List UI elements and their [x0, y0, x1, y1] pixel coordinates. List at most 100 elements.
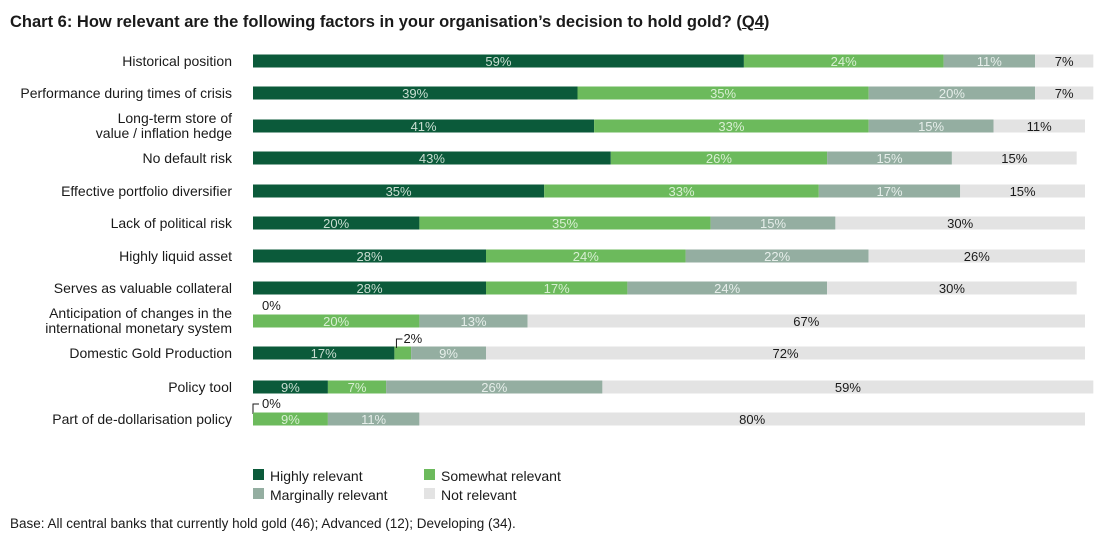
value-label-domestic-gold-production-not-relevant: 72%: [772, 346, 798, 361]
bar-effective-portfolio-diversifier-somewhat-relevant: [544, 184, 819, 198]
legend-swatch-not-relevant: [424, 488, 435, 499]
value-label-highly-liquid-asset-highly-relevant: 28%: [356, 249, 382, 264]
bar-part-of-de-dollarisation-policy-marginally-relevant: [327, 412, 420, 426]
bar-highly-liquid-asset-somewhat-relevant: [486, 249, 686, 263]
bar-serves-as-valuable-collateral-marginally-relevant: [627, 281, 828, 295]
bar-long-term-store-of-value-inflation-hedge-highly-relevant: [253, 119, 595, 133]
bar-domestic-gold-production-somewhat-relevant: [394, 346, 411, 360]
category-label-historical-position: Historical position: [122, 53, 232, 69]
value-label-policy-tool-somewhat-relevant: 7%: [348, 380, 367, 395]
value-label-domestic-gold-production-highly-relevant: 17%: [311, 346, 337, 361]
value-label-serves-as-valuable-collateral-not-relevant: 30%: [939, 281, 965, 296]
bar-historical-position-not-relevant: [1035, 54, 1094, 68]
bar-part-of-de-dollarisation-policy-not-relevant: [419, 412, 1085, 426]
legend-label-not-relevant: Not relevant: [441, 487, 517, 503]
bar-domestic-gold-production-not-relevant: [486, 346, 1085, 360]
value-label-part-of-de-dollarisation-policy-highly-relevant: 0%: [262, 396, 281, 411]
value-label-anticipation-of-changes-in-the-international-monetary-system-somewhat-relevant: 20%: [323, 314, 349, 329]
bar-policy-tool-highly-relevant: [253, 380, 328, 394]
value-label-long-term-store-of-value-inflation-hedge-marginally-relevant: 15%: [918, 119, 944, 134]
bar-lack-of-political-risk-somewhat-relevant: [419, 216, 711, 230]
callout-line-part-of-de-dollarisation-policy: [252, 403, 259, 414]
chart-footnote: Base: All central banks that currently h…: [10, 516, 516, 531]
bar-anticipation-of-changes-in-the-international-monetary-system-not-relevant: [527, 314, 1085, 328]
value-label-anticipation-of-changes-in-the-international-monetary-system-highly-relevant: 0%: [262, 298, 281, 313]
category-label-domestic-gold-production: Domestic Gold Production: [69, 345, 232, 361]
value-label-performance-during-times-of-crisis-somewhat-relevant: 35%: [710, 86, 736, 101]
value-label-serves-as-valuable-collateral-highly-relevant: 28%: [356, 281, 382, 296]
legend-swatch-marginally-relevant: [253, 488, 264, 499]
category-label-long-term-store-of-value-inflation-hedge: Long-term store of value / inflation hedg…: [96, 110, 232, 141]
value-label-performance-during-times-of-crisis-highly-relevant: 39%: [402, 86, 428, 101]
bar-no-default-risk-somewhat-relevant: [610, 151, 828, 165]
chart-title-question-ref: Q4: [741, 13, 764, 31]
bar-lack-of-political-risk-not-relevant: [835, 216, 1085, 230]
value-label-historical-position-marginally-relevant: 11%: [977, 54, 1002, 69]
stacked-bar-chart: Historical position 59% 24% 11% 7% Performanc…: [20, 53, 1094, 427]
bar-part-of-de-dollarisation-policy-somewhat-relevant: [253, 412, 328, 426]
bar-performance-during-times-of-crisis-not-relevant: [1035, 86, 1094, 100]
value-label-long-term-store-of-value-inflation-hedge-highly-relevant: 41%: [411, 119, 437, 134]
value-label-effective-portfolio-diversifier-not-relevant: 15%: [1010, 184, 1036, 199]
value-label-part-of-de-dollarisation-policy-not-relevant: 80%: [739, 412, 765, 427]
value-label-anticipation-of-changes-in-the-international-monetary-system-not-relevant: 67%: [793, 314, 819, 329]
value-label-serves-as-valuable-collateral-somewhat-relevant: 17%: [544, 281, 570, 296]
bar-serves-as-valuable-collateral-somewhat-relevant: [486, 281, 628, 295]
category-label-policy-tool: Policy tool: [168, 379, 232, 395]
bar-historical-position-highly-relevant: [253, 54, 744, 68]
bar-long-term-store-of-value-inflation-hedge-somewhat-relevant: [594, 119, 869, 133]
value-label-historical-position-highly-relevant: 59%: [485, 54, 511, 69]
value-label-lack-of-political-risk-not-relevant: 30%: [947, 216, 973, 231]
bar-policy-tool-not-relevant: [602, 380, 1094, 394]
value-label-effective-portfolio-diversifier-highly-relevant: 35%: [386, 184, 412, 199]
bar-no-default-risk-marginally-relevant: [827, 151, 952, 165]
value-label-domestic-gold-production-somewhat-relevant: 2%: [403, 331, 422, 346]
legend-swatch-highly-relevant: [253, 469, 264, 480]
value-label-highly-liquid-asset-somewhat-relevant: 24%: [573, 249, 599, 264]
bar-performance-during-times-of-crisis-highly-relevant: [253, 86, 578, 100]
bar-effective-portfolio-diversifier-highly-relevant: [253, 184, 545, 198]
bar-lack-of-political-risk-marginally-relevant: [710, 216, 836, 230]
value-label-domestic-gold-production-marginally-relevant: 9%: [439, 346, 458, 361]
value-label-no-default-risk-highly-relevant: 43%: [419, 151, 445, 166]
value-label-no-default-risk-not-relevant: 15%: [1001, 151, 1027, 166]
value-label-highly-liquid-asset-not-relevant: 26%: [964, 249, 990, 264]
bar-serves-as-valuable-collateral-highly-relevant: [253, 281, 486, 295]
bar-historical-position-somewhat-relevant: [743, 54, 944, 68]
bar-highly-liquid-asset-not-relevant: [868, 249, 1085, 263]
value-label-historical-position-somewhat-relevant: 24%: [831, 54, 857, 69]
value-label-performance-during-times-of-crisis-marginally-relevant: 20%: [939, 86, 965, 101]
value-label-long-term-store-of-value-inflation-hedge-not-relevant: 11%: [1027, 119, 1052, 134]
bar-highly-liquid-asset-marginally-relevant: [685, 249, 869, 263]
category-label-part-of-de-dollarisation-policy: Part of de-dollarisation policy: [52, 411, 232, 427]
value-label-part-of-de-dollarisation-policy-marginally-relevant: 11%: [361, 412, 386, 427]
bar-domestic-gold-production-marginally-relevant: [411, 346, 486, 360]
category-label-serves-as-valuable-collateral: Serves as valuable collateral: [54, 280, 232, 296]
value-label-part-of-de-dollarisation-policy-somewhat-relevant: 9%: [281, 412, 300, 427]
bar-highly-liquid-asset-highly-relevant: [253, 249, 486, 263]
value-label-performance-during-times-of-crisis-not-relevant: 7%: [1055, 86, 1074, 101]
bar-lack-of-political-risk-highly-relevant: [253, 216, 420, 230]
value-label-policy-tool-highly-relevant: 9%: [281, 380, 300, 395]
chart-title-close: ): [763, 13, 770, 31]
category-label-lack-of-political-risk: Lack of political risk: [111, 215, 233, 231]
value-label-policy-tool-marginally-relevant: 26%: [481, 380, 507, 395]
bar-historical-position-marginally-relevant: [943, 54, 1036, 68]
value-label-no-default-risk-somewhat-relevant: 26%: [706, 151, 732, 166]
value-label-serves-as-valuable-collateral-marginally-relevant: 24%: [714, 281, 740, 296]
value-label-historical-position-not-relevant: 7%: [1055, 54, 1074, 69]
category-label-no-default-risk: No default risk: [143, 150, 233, 166]
legend-swatch-somewhat-relevant: [424, 469, 435, 480]
bar-anticipation-of-changes-in-the-international-monetary-system-marginally-relevant: [419, 314, 528, 328]
bar-effective-portfolio-diversifier-not-relevant: [960, 184, 1085, 198]
value-label-long-term-store-of-value-inflation-hedge-somewhat-relevant: 33%: [718, 119, 744, 134]
category-label-effective-portfolio-diversifier: Effective portfolio diversifier: [61, 183, 232, 199]
category-label-anticipation-of-changes-in-the-international-monetary-system: Anticipation of changes in the internatio…: [45, 305, 232, 336]
bar-domestic-gold-production-highly-relevant: [253, 346, 395, 360]
legend-label-somewhat-relevant: Somewhat relevant: [441, 468, 561, 484]
bar-policy-tool-somewhat-relevant: [327, 380, 387, 394]
value-label-effective-portfolio-diversifier-marginally-relevant: 17%: [876, 184, 902, 199]
value-label-effective-portfolio-diversifier-somewhat-relevant: 33%: [668, 184, 694, 199]
bar-no-default-risk-highly-relevant: [253, 151, 611, 165]
callout-line-domestic-gold-production: [395, 338, 403, 348]
